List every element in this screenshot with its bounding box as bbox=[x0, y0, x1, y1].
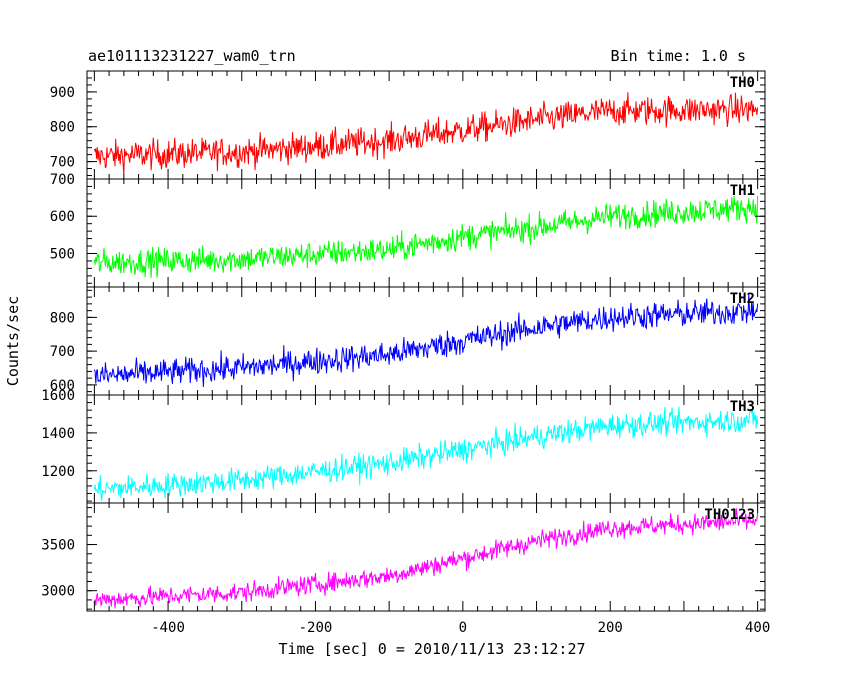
panel-frame bbox=[86, 502, 766, 612]
series-th3-line bbox=[93, 406, 759, 501]
y-tick-label: 700 bbox=[50, 344, 75, 360]
y-tick-label: 600 bbox=[50, 209, 75, 225]
series-th0-line bbox=[93, 92, 759, 175]
series-th2-line bbox=[93, 293, 759, 388]
panel-th2: 600 700 800 TH2 bbox=[50, 286, 766, 396]
panel-th3: 1200 1400 1600 TH3 bbox=[41, 388, 766, 504]
panel-th0: 700 800 900 TH0 bbox=[50, 70, 766, 180]
y-tick-label: 900 bbox=[50, 85, 75, 101]
y-tick-label: 800 bbox=[50, 310, 75, 326]
x-tick-label: 400 bbox=[745, 620, 770, 636]
chart-title: ae101113231227_wam0_trn bbox=[88, 47, 296, 65]
y-tick-label: 700 bbox=[50, 172, 75, 188]
panel-label: TH3 bbox=[730, 399, 755, 415]
x-tick-labels: -400 -200 0 200 400 bbox=[151, 620, 770, 636]
bin-time-label: Bin time: 1.0 s bbox=[611, 47, 746, 65]
panel-label: TH0 bbox=[730, 75, 755, 91]
x-axis-label: Time [sec] 0 = 2010/11/13 23:12:27 bbox=[278, 640, 585, 658]
y-tick-label: 3000 bbox=[41, 584, 75, 600]
y-axis-label: Counts/sec bbox=[4, 296, 22, 386]
series-th0123-line bbox=[93, 508, 759, 609]
panel-th0123: 3000 3500 TH0123 bbox=[41, 502, 766, 612]
panel-frame bbox=[86, 178, 766, 288]
series-th1-line bbox=[93, 195, 759, 278]
y-tick-label: 1600 bbox=[41, 388, 75, 404]
x-tick-label: 0 bbox=[459, 620, 467, 636]
panel-label: TH2 bbox=[730, 291, 755, 307]
panel-label: TH0123 bbox=[704, 507, 755, 523]
panel-th1: 500 600 700 TH1 bbox=[50, 172, 766, 288]
y-tick-label: 500 bbox=[50, 246, 75, 262]
y-tick-label: 700 bbox=[50, 155, 75, 171]
y-tick-label: 600 bbox=[50, 378, 75, 394]
panel-label: TH1 bbox=[730, 183, 755, 199]
x-tick-label: -200 bbox=[299, 620, 333, 636]
y-tick-label: 1400 bbox=[41, 426, 75, 442]
panels: 700 800 900 TH0 500 600 700 TH1 600 700 800 TH2 1200… bbox=[41, 70, 766, 612]
panel-frame bbox=[86, 286, 766, 396]
y-tick-label: 800 bbox=[50, 120, 75, 136]
y-tick-label: 3500 bbox=[41, 538, 75, 554]
y-tick-label: 1200 bbox=[41, 464, 75, 480]
x-tick-label: 200 bbox=[598, 620, 623, 636]
x-tick-label: -400 bbox=[151, 620, 185, 636]
